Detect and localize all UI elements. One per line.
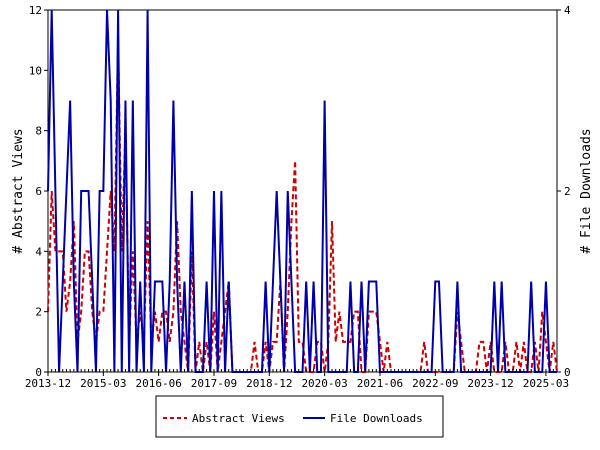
y-axis-title-left: # Abstract Views — [11, 128, 26, 253]
x-tick-label: 2015-03 — [80, 377, 126, 390]
y-tick-label-left: 10 — [29, 64, 42, 77]
legend: Abstract Views File Downloads — [155, 395, 444, 438]
x-tick-label: 2023-12 — [467, 377, 513, 390]
plot-area — [47, 9, 558, 373]
y-tick-label-left: 4 — [35, 245, 42, 258]
y-tick-label-left: 2 — [35, 306, 42, 319]
x-tick-label: 2025-03 — [523, 377, 569, 390]
y-tick-label-right: 0 — [564, 366, 571, 379]
x-tick-label: 2021-06 — [357, 377, 403, 390]
x-tick-label: 2018-12 — [246, 377, 292, 390]
legend-label-abstract-views: Abstract Views — [192, 412, 285, 425]
y-tick-label-left: 8 — [35, 125, 42, 138]
x-tick-label: 2013-12 — [25, 377, 71, 390]
legend-label-file-downloads: File Downloads — [330, 412, 423, 425]
y-tick-label-left: 12 — [29, 4, 42, 17]
x-tick-label: 2022-09 — [412, 377, 458, 390]
x-tick-label: 2020-03 — [301, 377, 347, 390]
x-tick-label: 2017-09 — [191, 377, 237, 390]
y-tick-label-right: 4 — [564, 4, 571, 17]
y-tick-label-left: 0 — [35, 366, 42, 379]
series-line-abstract-views — [47, 40, 558, 373]
x-tick-label: 2016-06 — [135, 377, 181, 390]
y-tick-label-right: 2 — [564, 185, 571, 198]
y-tick-label-left: 6 — [35, 185, 42, 198]
y-axis-title-right: # File Downloads — [579, 128, 594, 253]
